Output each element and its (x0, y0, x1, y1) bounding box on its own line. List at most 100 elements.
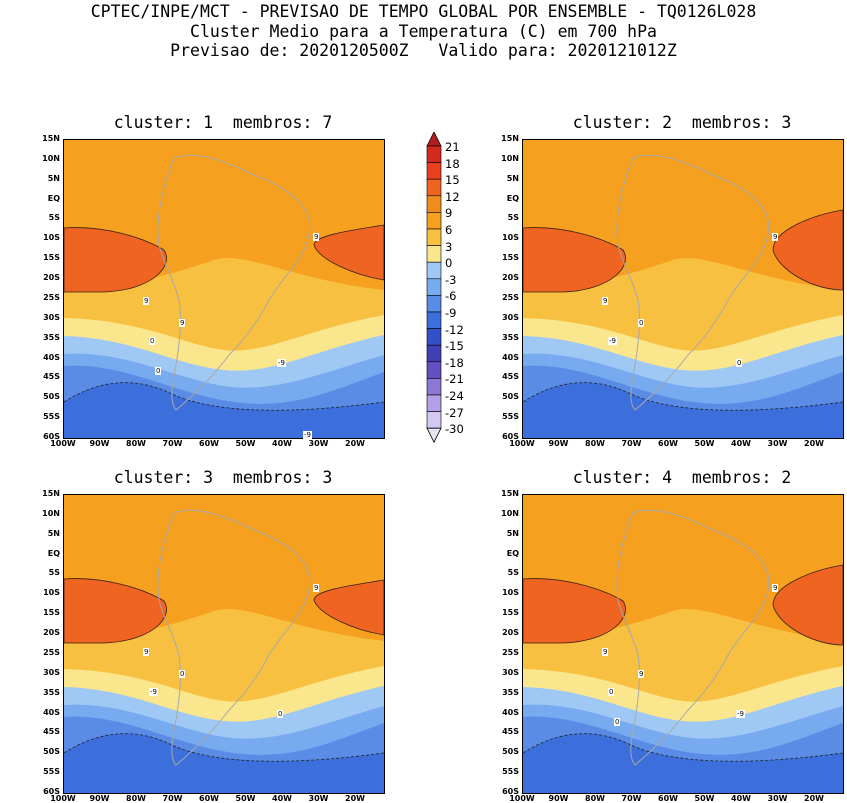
contour-label: 9 (143, 648, 150, 656)
longitude-tick-label: 70W (621, 794, 642, 803)
colorbar-swatch (426, 212, 442, 230)
temperature-field (523, 495, 843, 793)
contour-label: 9 (313, 233, 320, 241)
contour-label: 0 (736, 359, 743, 367)
colorbar-label: -30 (445, 422, 464, 437)
longitude-tick-label: 60W (658, 439, 678, 448)
colorbar-swatch (426, 328, 442, 346)
map-panel-4 (522, 494, 844, 794)
colorbar-label: 12 (445, 189, 460, 204)
warm-region (523, 227, 626, 293)
longitude-tick-label: 60W (658, 794, 678, 803)
longitude-tick-label: 50W (235, 439, 256, 448)
latitude-tick-label: 15N (501, 489, 519, 498)
latitude-tick-label: 25S (502, 647, 519, 657)
contour-label: -9 (149, 688, 158, 696)
latitude-tick-label: 35S (43, 687, 60, 697)
latitude-tick-label: 55S (502, 412, 519, 422)
latitude-tick-label: 20S (43, 628, 60, 638)
continent-outline (157, 154, 311, 411)
latitude-tick-label: 55S (43, 412, 60, 422)
latitude-tick-label: 15S (502, 608, 519, 618)
contour-label: 9 (772, 233, 779, 241)
latitude-tick-label: 5S (507, 213, 519, 223)
contour-label: -9 (303, 431, 312, 439)
latitude-tick-label: 15S (43, 608, 60, 618)
longitude-tick-label: 20W (345, 439, 365, 448)
temp-band (64, 382, 384, 438)
latitude-tick-label: EQ (47, 193, 60, 203)
longitude-tick-label: 20W (804, 794, 824, 803)
longitude-tick-label: 50W (235, 794, 256, 803)
colorbar-swatch (426, 228, 442, 246)
colorbar-label: -3 (445, 272, 457, 287)
longitude-tick-label: 60W (199, 439, 219, 448)
longitude-tick-label: 100W (50, 794, 76, 803)
warm-region (523, 578, 626, 644)
longitude-tick-label: 40W (731, 794, 751, 803)
colorbar-swatch (426, 278, 442, 296)
panel-title-1: cluster: 1 membros: 7 (113, 113, 333, 132)
latitude-tick-label: 30S (502, 312, 519, 322)
latitude-tick-label: 5N (506, 173, 519, 183)
contour-label: 0 (638, 319, 645, 327)
colorbar-label: -27 (445, 405, 464, 420)
latitude-tick-label: 5S (48, 213, 60, 223)
latitude-tick-label: 15S (502, 253, 519, 263)
latitude-tick-label: 50S (502, 747, 519, 757)
longitude-tick-label: 80W (126, 794, 146, 803)
latitude-tick-label: 60S (43, 787, 60, 796)
longitude-tick-label: 30W (767, 794, 788, 803)
latitude-tick-label: 40S (502, 352, 519, 362)
colorbar-label: -6 (445, 289, 457, 304)
colorbar-swatch (426, 378, 442, 396)
colorbar-swatch (426, 195, 442, 213)
latitude-tick-label: 10N (501, 153, 519, 163)
panel-title-2: cluster: 2 membros: 3 (572, 113, 792, 132)
longitude-tick-label: 40W (272, 794, 292, 803)
contour-label: 0 (277, 710, 284, 718)
longitude-tick-label: 70W (162, 794, 183, 803)
latitude-tick-label: 10S (502, 233, 519, 243)
continent-outline (616, 154, 770, 411)
contour-label: 0 (614, 718, 621, 726)
latitude-tick-label: 5N (47, 173, 60, 183)
temp-band (64, 733, 384, 793)
colorbar-swatch (426, 145, 442, 163)
temp-band (523, 733, 843, 793)
colorbar-label: 3 (445, 239, 453, 254)
latitude-tick-label: 60S (43, 432, 60, 441)
longitude-tick-label: 70W (162, 439, 183, 448)
header-line-3: Previsao de: 2020120500Z Valido para: 20… (170, 41, 677, 60)
colorbar-swatch (426, 344, 442, 363)
warm-region (64, 227, 167, 293)
longitude-tick-label: 80W (585, 794, 605, 803)
latitude-tick-label: 60S (502, 787, 519, 796)
contour-label: 9 (602, 297, 609, 305)
latitude-tick-label: 60S (502, 432, 519, 441)
latitude-tick-label: 50S (43, 747, 60, 757)
longitude-tick-label: 30W (308, 439, 329, 448)
latitude-tick-label: 40S (502, 707, 519, 717)
longitude-tick-label: 100W (509, 794, 535, 803)
colorbar-label: 0 (445, 256, 453, 271)
contour-label: 0 (155, 367, 162, 375)
longitude-tick-label: 100W (50, 439, 76, 448)
latitude-tick-label: 5S (48, 568, 60, 578)
latitude-tick-label: 20S (43, 273, 60, 283)
longitude-tick-label: 20W (804, 439, 824, 448)
latitude-tick-label: 10S (43, 588, 60, 598)
contour-label: 9 (143, 297, 150, 305)
latitude-tick-label: 15N (42, 134, 60, 143)
latitude-tick-label: 15N (501, 134, 519, 143)
latitude-tick-label: 40S (43, 352, 60, 362)
longitude-tick-label: 90W (548, 794, 569, 803)
longitude-tick-label: 90W (89, 439, 110, 448)
panel-title-4: cluster: 4 membros: 2 (572, 468, 792, 487)
latitude-tick-label: 10S (502, 588, 519, 598)
colorbar-swatch (426, 411, 442, 429)
latitude-tick-label: EQ (506, 193, 519, 203)
colorbar-label: -15 (445, 339, 464, 354)
latitude-tick-label: EQ (506, 548, 519, 558)
